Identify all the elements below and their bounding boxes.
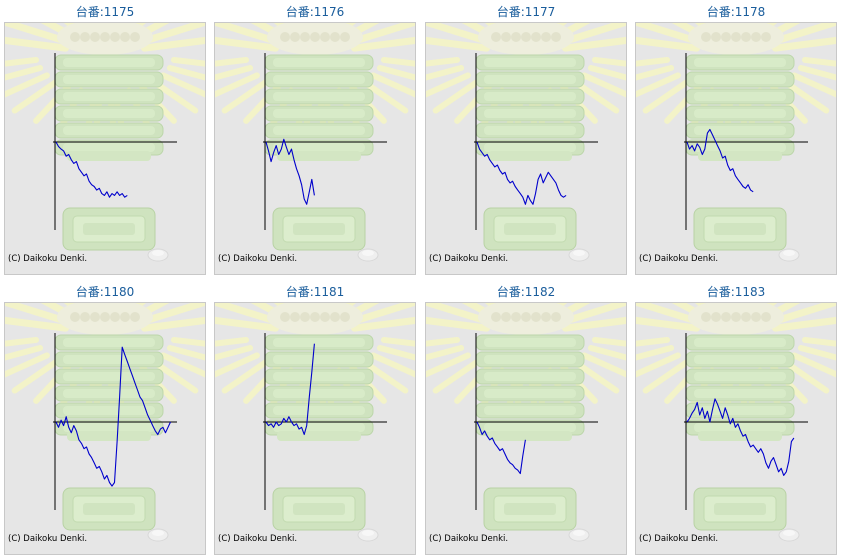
series-line [55,141,128,198]
chart-panel: (C) Daikoku Denki. [4,302,206,555]
chart-cell: 台番:1180 (C) Daikoku Denki. [0,280,210,560]
line-chart [263,333,387,510]
background-image [5,23,205,262]
chart-panel: (C) Daikoku Denki. [635,22,837,275]
background-image [426,303,626,542]
line-chart [53,53,177,230]
chart-cell: 台番:1175 (C) Daikoku Denki. [0,0,210,280]
series-line [686,398,795,476]
series-line [265,343,315,436]
copyright-text: (C) Daikoku Denki. [8,254,88,264]
background-art [426,303,626,542]
series-line [476,141,567,205]
chart-panel: (C) Daikoku Denki. [4,22,206,275]
chart-cell: 台番:1178 (C) Daikoku Denki. [631,0,841,280]
chart-title[interactable]: 台番:1177 [496,5,556,19]
copyright-text: (C) Daikoku Denki. [639,254,719,264]
background-art [215,23,415,262]
line-chart [474,333,598,510]
chart-panel: (C) Daikoku Denki. [635,302,837,555]
background-art [5,303,205,542]
series-line [476,421,526,475]
line-chart [684,53,808,230]
copyright-text: (C) Daikoku Denki. [218,534,298,544]
background-image [636,23,836,262]
copyright-text: (C) Daikoku Denki. [639,534,719,544]
background-image [215,303,415,542]
background-image [5,303,205,542]
background-art [636,23,836,262]
chart-cell: 台番:1176 (C) Daikoku Denki. [210,0,420,280]
chart-cell: 台番:1177 (C) Daikoku Denki. [421,0,631,280]
chart-cell: 台番:1183 (C) Daikoku Denki. [631,280,841,560]
chart-panel: (C) Daikoku Denki. [425,22,627,275]
background-art [215,303,415,542]
chart-title[interactable]: 台番:1183 [706,285,766,299]
chart-panel: (C) Daikoku Denki. [425,302,627,555]
copyright-text: (C) Daikoku Denki. [218,254,298,264]
background-image [636,303,836,542]
background-art [5,23,205,262]
copyright-text: (C) Daikoku Denki. [429,254,509,264]
line-chart [474,53,598,230]
copyright-text: (C) Daikoku Denki. [8,534,88,544]
chart-title[interactable]: 台番:1176 [285,5,345,19]
chart-title[interactable]: 台番:1178 [706,5,766,19]
line-chart [684,333,808,510]
chart-title[interactable]: 台番:1180 [75,285,135,299]
chart-cell: 台番:1182 (C) Daikoku Denki. [421,280,631,560]
series-line [686,128,754,193]
background-image [426,23,626,262]
chart-title[interactable]: 台番:1182 [496,285,556,299]
background-art [426,23,626,262]
line-chart [53,333,177,510]
line-chart [263,53,387,230]
chart-title[interactable]: 台番:1175 [75,5,135,19]
chart-panel: (C) Daikoku Denki. [214,22,416,275]
background-image [215,23,415,262]
series-line [55,346,171,487]
chart-panel: (C) Daikoku Denki. [214,302,416,555]
chart-title[interactable]: 台番:1181 [285,285,345,299]
copyright-text: (C) Daikoku Denki. [429,534,509,544]
chart-cell: 台番:1181 (C) Daikoku Denki. [210,280,420,560]
background-art [636,303,836,542]
series-line [265,138,315,205]
